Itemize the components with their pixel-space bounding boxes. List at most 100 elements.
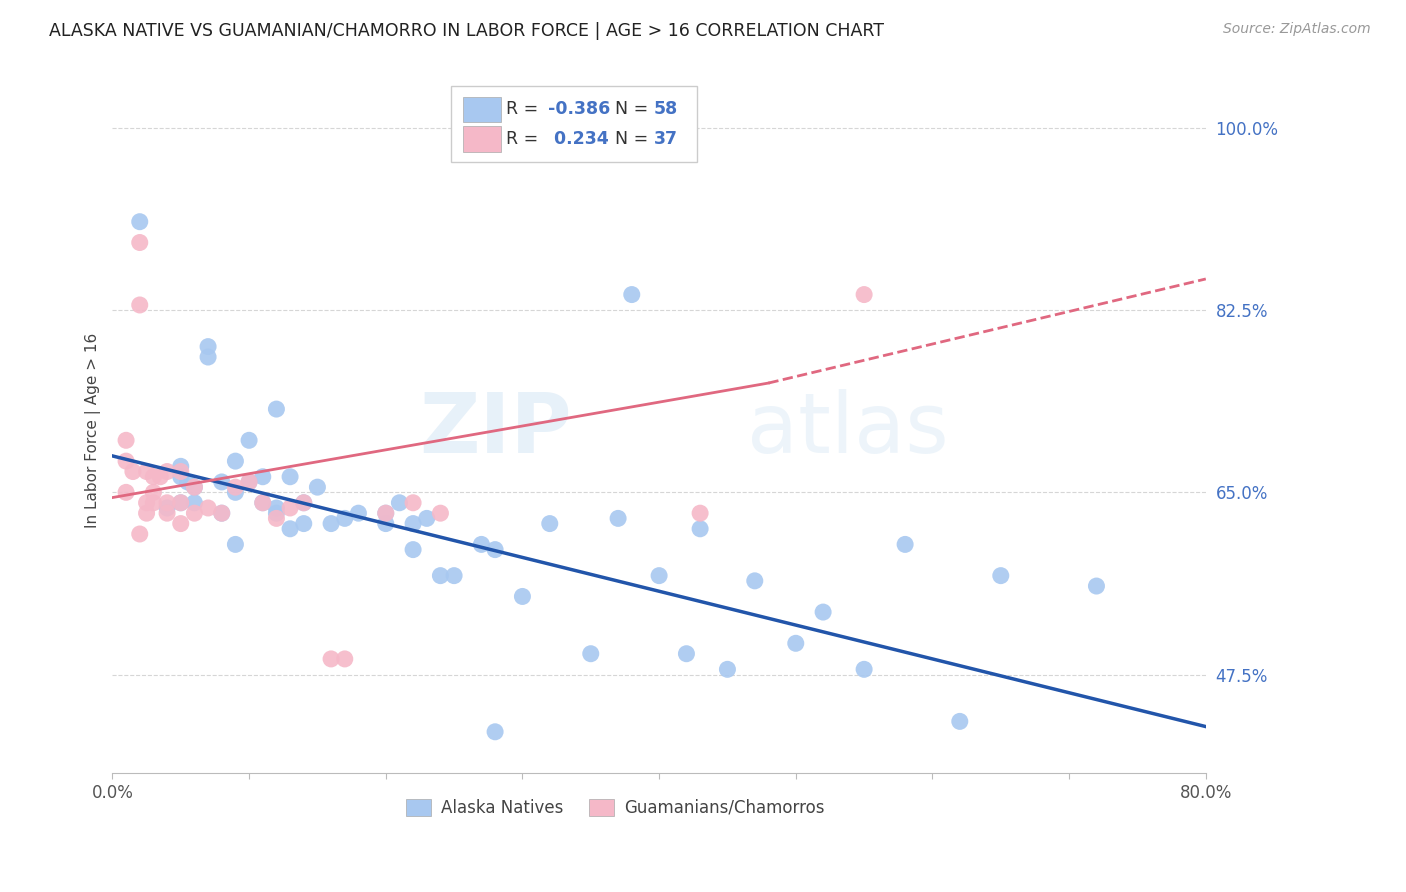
Text: ALASKA NATIVE VS GUAMANIAN/CHAMORRO IN LABOR FORCE | AGE > 16 CORRELATION CHART: ALASKA NATIVE VS GUAMANIAN/CHAMORRO IN L…	[49, 22, 884, 40]
Point	[170, 465, 193, 479]
Text: R =: R =	[506, 130, 544, 148]
Point	[176, 475, 198, 489]
Point	[648, 568, 671, 582]
Point	[128, 298, 150, 312]
Point	[266, 511, 288, 525]
Point	[170, 459, 193, 474]
Point	[278, 469, 301, 483]
Point	[402, 542, 425, 557]
Point	[156, 500, 179, 515]
Point	[238, 434, 260, 448]
Point	[115, 454, 138, 468]
Point	[211, 506, 233, 520]
Point	[115, 485, 138, 500]
Point	[197, 350, 219, 364]
Point	[894, 537, 917, 551]
Point	[579, 647, 602, 661]
Point	[183, 480, 205, 494]
Point	[278, 500, 301, 515]
Point	[307, 480, 329, 494]
Point	[211, 506, 233, 520]
Point	[1085, 579, 1108, 593]
Point	[252, 469, 274, 483]
Y-axis label: In Labor Force | Age > 16: In Labor Force | Age > 16	[86, 333, 101, 527]
Point	[238, 475, 260, 489]
Point	[689, 522, 711, 536]
Point	[156, 506, 179, 520]
Point	[128, 215, 150, 229]
Point	[183, 480, 205, 494]
Point	[238, 475, 260, 489]
Point	[990, 568, 1012, 582]
Point	[128, 235, 150, 250]
Point	[620, 287, 643, 301]
Point	[135, 496, 157, 510]
Point	[278, 522, 301, 536]
Point	[170, 469, 193, 483]
Point	[402, 516, 425, 531]
Point	[388, 496, 411, 510]
Text: R =: R =	[506, 100, 544, 118]
Point	[484, 542, 506, 557]
Point	[607, 511, 630, 525]
Point	[156, 465, 179, 479]
FancyBboxPatch shape	[464, 96, 501, 122]
Point	[429, 506, 451, 520]
Point	[319, 652, 342, 666]
Point	[170, 496, 193, 510]
Point	[416, 511, 439, 525]
Point	[347, 506, 370, 520]
Point	[224, 454, 246, 468]
Point	[675, 647, 697, 661]
Text: 0.234: 0.234	[547, 130, 609, 148]
Point	[853, 287, 876, 301]
Point	[142, 496, 165, 510]
Point	[374, 506, 396, 520]
Point	[402, 496, 425, 510]
Point	[689, 506, 711, 520]
Point	[224, 485, 246, 500]
Point	[853, 662, 876, 676]
Text: ZIP: ZIP	[419, 390, 572, 470]
Point	[224, 480, 246, 494]
Point	[266, 500, 288, 515]
Point	[224, 537, 246, 551]
Legend: Alaska Natives, Guamanians/Chamorros: Alaska Natives, Guamanians/Chamorros	[399, 792, 831, 823]
Text: 37: 37	[654, 130, 678, 148]
Point	[170, 496, 193, 510]
Point	[183, 506, 205, 520]
Text: N =: N =	[605, 100, 654, 118]
Point	[149, 469, 172, 483]
Point	[142, 485, 165, 500]
Point	[333, 652, 356, 666]
Point	[135, 465, 157, 479]
Point	[374, 506, 396, 520]
Point	[135, 506, 157, 520]
Point	[183, 496, 205, 510]
Point	[211, 475, 233, 489]
Point	[266, 402, 288, 417]
Text: 58: 58	[654, 100, 678, 118]
FancyBboxPatch shape	[451, 87, 697, 162]
Point	[252, 496, 274, 510]
Point	[252, 496, 274, 510]
Point	[319, 516, 342, 531]
Point	[156, 496, 179, 510]
Point	[170, 516, 193, 531]
Point	[128, 527, 150, 541]
Point	[443, 568, 465, 582]
Point	[197, 500, 219, 515]
Point	[115, 434, 138, 448]
Point	[811, 605, 834, 619]
Point	[374, 516, 396, 531]
Point	[266, 506, 288, 520]
Point	[429, 568, 451, 582]
Point	[744, 574, 766, 588]
Point	[785, 636, 807, 650]
Text: -0.386: -0.386	[547, 100, 610, 118]
Point	[333, 511, 356, 525]
Point	[197, 340, 219, 354]
Point	[122, 465, 145, 479]
Text: atlas: atlas	[747, 390, 948, 470]
Point	[484, 724, 506, 739]
